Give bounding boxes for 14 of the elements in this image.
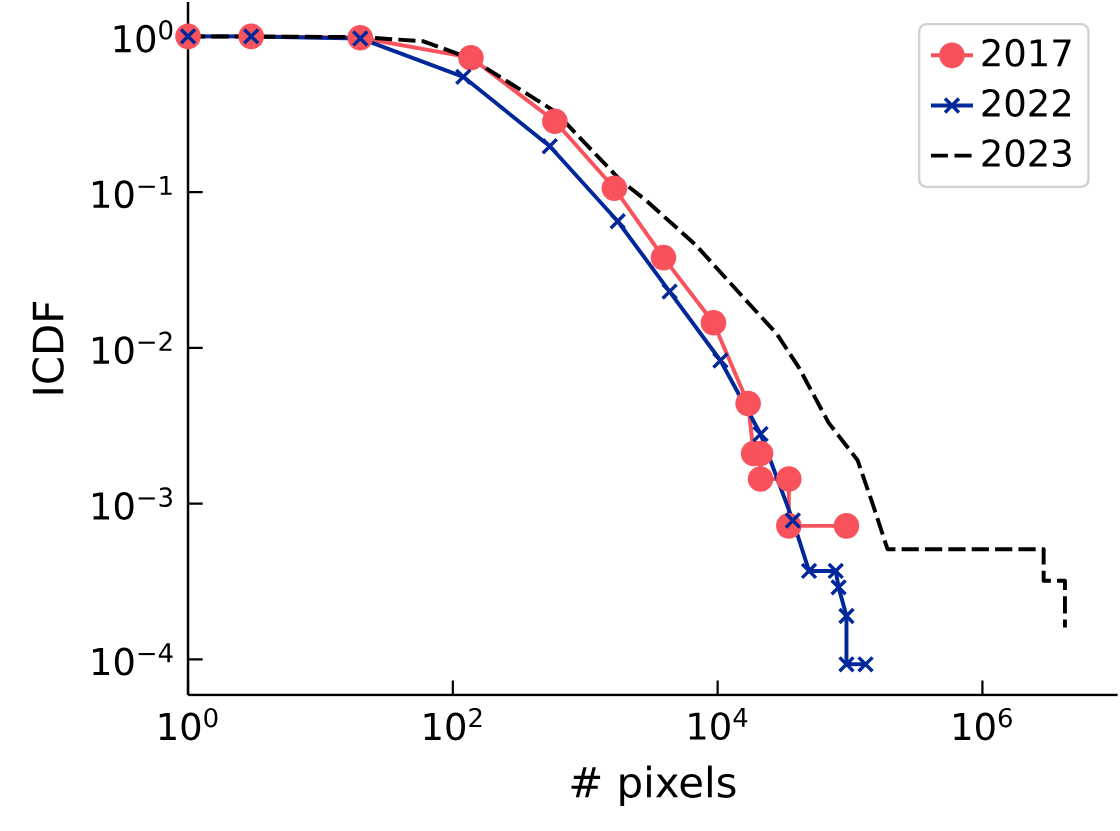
legend-label: 2022: [982, 89, 1071, 117]
y-tick-label: 10$^{−1}$: [93, 176, 172, 209]
legend-label: 2023: [982, 139, 1071, 168]
y-tick-label: 10$^{−3}$: [93, 487, 172, 520]
x-tick-label: 10$^{4}$: [689, 707, 748, 741]
y-tick-label: 10$^{0}$: [114, 20, 173, 53]
legend-label: 2017: [982, 38, 1071, 67]
x-tick-label: 10$^{2}$: [424, 707, 482, 741]
y-tick-label: 10$^{−2}$: [93, 331, 172, 365]
y-tick-label: 10$^{−4}$: [93, 643, 173, 676]
x-tick-label: 10$^{0}$: [159, 707, 218, 741]
x-tick-label: 10$^{6}$: [954, 707, 1012, 741]
x-axis-title: # pixels: [571, 765, 736, 807]
y-axis-title: ICDF: [32, 302, 64, 394]
